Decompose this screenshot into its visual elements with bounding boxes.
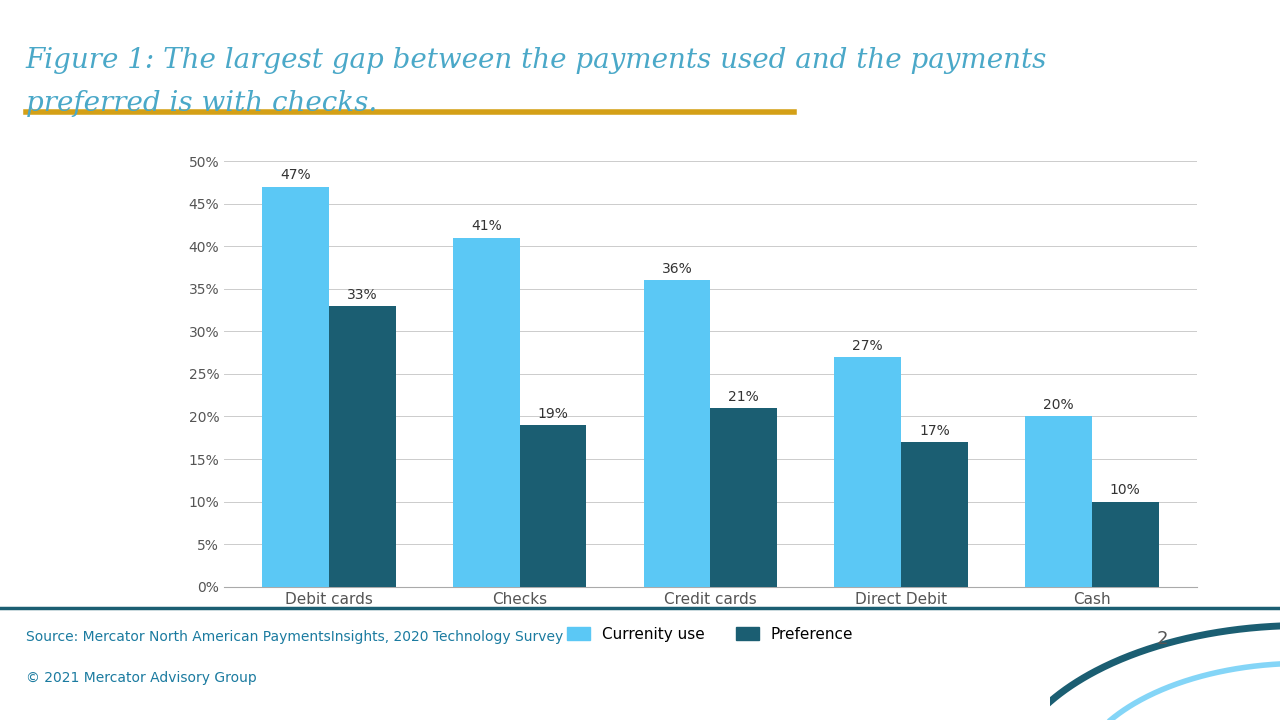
Bar [1025, 416, 1092, 587]
Bar [262, 186, 329, 587]
Bar [520, 425, 586, 587]
Bar [901, 442, 968, 587]
Text: 17%: 17% [919, 424, 950, 438]
Text: 27%: 27% [852, 338, 883, 353]
Bar [710, 408, 777, 587]
Text: 2: 2 [1157, 630, 1167, 648]
Text: 10%: 10% [1110, 483, 1140, 498]
Text: 41%: 41% [471, 220, 502, 233]
Text: Figure 1: The largest gap between the payments used and the payments: Figure 1: The largest gap between the pa… [26, 47, 1047, 73]
Text: Source: Mercator North American PaymentsInsights, 2020 Technology Survey: Source: Mercator North American Payments… [26, 630, 563, 644]
Text: 33%: 33% [347, 287, 378, 302]
Bar [329, 306, 396, 587]
Text: 19%: 19% [538, 407, 568, 420]
Bar [835, 357, 901, 587]
Bar [1092, 502, 1158, 587]
Text: © 2021 Mercator Advisory Group: © 2021 Mercator Advisory Group [26, 671, 256, 685]
Text: 36%: 36% [662, 262, 692, 276]
Text: 47%: 47% [280, 168, 311, 182]
Bar [644, 280, 710, 587]
Text: MERCATOR: MERCATOR [1037, 50, 1138, 64]
Text: 21%: 21% [728, 390, 759, 404]
Text: preferred is with checks.: preferred is with checks. [26, 90, 376, 117]
Text: ADVISORY GROUP: ADVISORY GROUP [1037, 83, 1138, 91]
Legend: Currenity use, Preference: Currenity use, Preference [561, 621, 860, 648]
Bar [453, 238, 520, 587]
Text: 20%: 20% [1043, 398, 1074, 413]
